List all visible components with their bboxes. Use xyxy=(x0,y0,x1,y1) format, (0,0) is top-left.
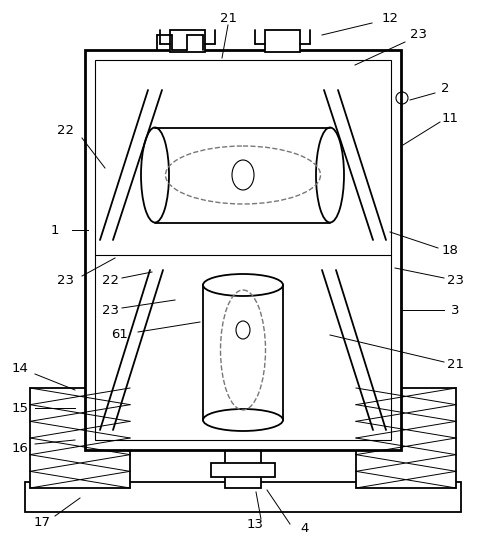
Text: 11: 11 xyxy=(441,112,458,125)
Text: 16: 16 xyxy=(12,441,29,454)
Ellipse shape xyxy=(141,127,169,222)
Text: 3: 3 xyxy=(451,303,459,316)
Bar xyxy=(356,388,456,488)
Text: 21: 21 xyxy=(447,359,464,372)
Text: 23: 23 xyxy=(56,273,73,287)
Bar xyxy=(211,463,275,477)
Text: 1: 1 xyxy=(51,223,59,236)
Bar xyxy=(25,482,461,512)
Text: 23: 23 xyxy=(447,273,464,287)
Text: 2: 2 xyxy=(441,82,449,95)
Text: 17: 17 xyxy=(34,516,51,528)
Text: 4: 4 xyxy=(301,521,309,534)
Text: 23: 23 xyxy=(410,28,427,41)
Bar xyxy=(85,50,401,450)
Text: 22: 22 xyxy=(102,273,119,287)
Text: 15: 15 xyxy=(12,402,29,415)
Text: 22: 22 xyxy=(56,124,73,136)
Text: 13: 13 xyxy=(246,519,263,532)
Ellipse shape xyxy=(316,127,344,222)
Text: 18: 18 xyxy=(442,243,458,257)
Text: 14: 14 xyxy=(12,361,29,374)
Ellipse shape xyxy=(203,409,283,431)
Ellipse shape xyxy=(203,274,283,296)
Bar xyxy=(170,30,205,52)
Bar xyxy=(225,450,261,488)
Text: 23: 23 xyxy=(102,303,119,316)
Text: 12: 12 xyxy=(382,11,399,25)
Bar xyxy=(265,30,300,52)
Bar xyxy=(30,388,130,488)
Text: 61: 61 xyxy=(112,329,128,342)
Text: 21: 21 xyxy=(220,11,237,25)
Bar xyxy=(95,60,391,440)
